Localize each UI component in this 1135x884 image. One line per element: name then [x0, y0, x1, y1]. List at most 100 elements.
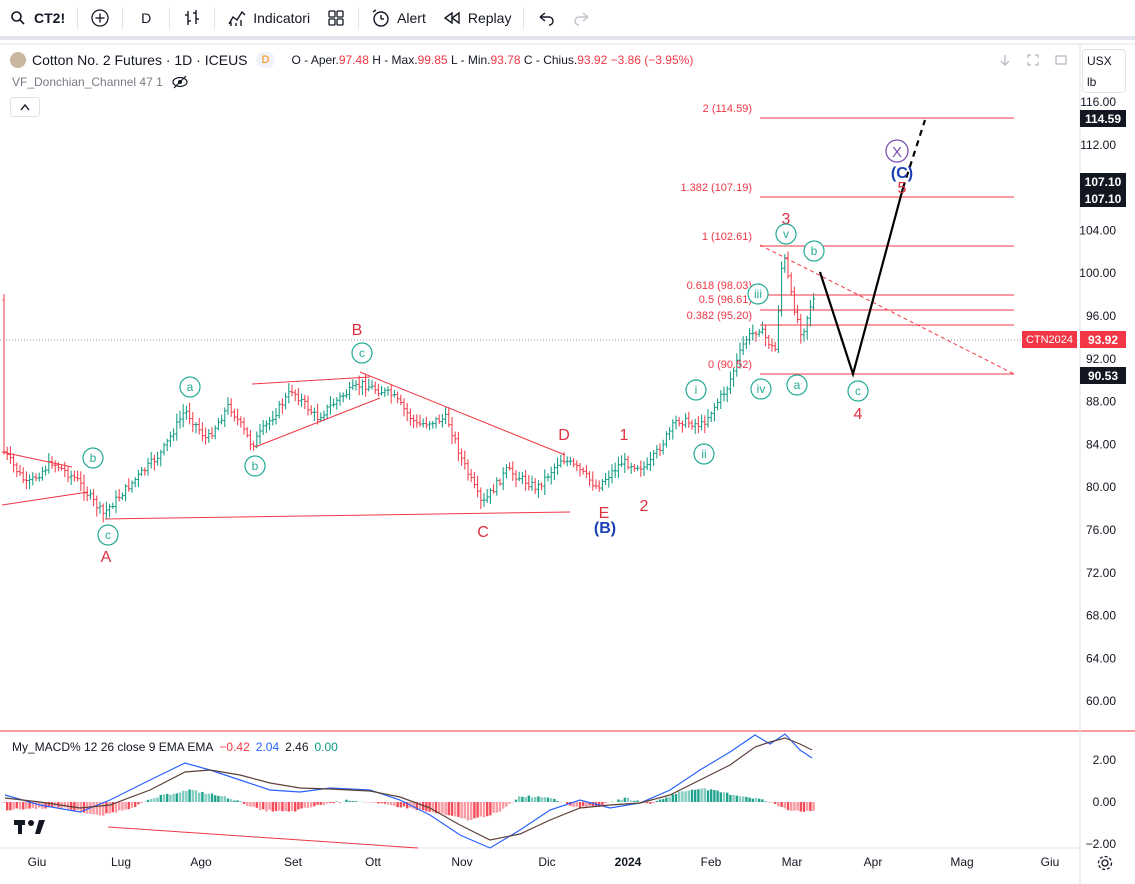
compare-button[interactable]: [82, 2, 118, 34]
macd-histogram-bar: [470, 802, 473, 820]
macd-histogram-bar: [370, 802, 374, 803]
collapse-legend-button[interactable]: [10, 97, 40, 117]
macd-histogram-bar: [178, 792, 182, 802]
replay-button[interactable]: Replay: [434, 2, 520, 34]
fib-label: 1 (102.61): [702, 231, 752, 243]
time-axis[interactable]: Giu Lug Ago Set Ott Nov Dic 2024 Feb Mar Apr Mag Giu: [28, 855, 1060, 869]
macd-histogram-bar: [486, 802, 489, 817]
currency-unit-selector[interactable]: USX lb: [1082, 49, 1126, 93]
trendline: [254, 397, 381, 448]
alert-button[interactable]: Alert: [363, 2, 434, 34]
macd-histogram-bar: [454, 802, 457, 817]
ohlc-bar: [536, 480, 540, 498]
ohlc-bar: [143, 467, 147, 476]
macd-histogram-bar: [697, 789, 700, 802]
ohlc-bar: [376, 383, 380, 397]
time-tick-label: Giu: [1041, 855, 1060, 869]
ohlc-bar: [111, 502, 115, 509]
macd-histogram-bar: [406, 802, 409, 809]
macd-histogram-bar: [159, 794, 162, 802]
macd-histogram-bar: [15, 802, 18, 809]
wave-label-E: E: [599, 505, 610, 522]
macd-axis[interactable]: 2.00 0.00 −2.00: [1086, 753, 1117, 851]
ohlc-bar: [492, 483, 496, 494]
separator: [77, 7, 79, 29]
macd-histogram-bar: [188, 789, 191, 802]
ohlc-bar: [184, 405, 188, 420]
eye-hidden-icon[interactable]: [171, 75, 189, 89]
macd-legend[interactable]: My_MACD% 12 26 close 9 EMA EMA −0.42 2.0…: [12, 740, 338, 754]
collapse-pane-button[interactable]: [1050, 50, 1072, 70]
ohlc-bar: [533, 478, 537, 495]
macd-histogram-bar: [716, 790, 719, 802]
ohlc-bar: [85, 486, 89, 502]
ohlc-bar: [24, 471, 28, 490]
ohlc-bar: [725, 386, 729, 403]
indicator-legend[interactable]: VF_Donchian_Channel 47 1: [12, 75, 189, 89]
interval-button[interactable]: D: [127, 2, 165, 34]
move-down-button[interactable]: [994, 50, 1016, 70]
macd-histogram-bar: [674, 794, 678, 802]
ohlc-bar: [335, 397, 339, 410]
maximize-pane-button[interactable]: [1022, 50, 1044, 70]
ohlc-bar: [645, 457, 649, 471]
price-bars: [2, 251, 816, 523]
macd-histogram-bar: [108, 802, 111, 814]
window-icon: [1055, 55, 1067, 65]
legend-title[interactable]: Cotton No. 2 Futures · 1D · ICEUS: [32, 52, 248, 68]
macd-histogram-bar: [649, 802, 652, 804]
ohlc-bar: [428, 421, 432, 431]
macd-histogram-bar: [399, 802, 402, 808]
ohlc-bar: [527, 474, 531, 491]
unit-label[interactable]: lb: [1087, 74, 1097, 89]
ohlc-bar: [399, 394, 403, 406]
svg-text:i: i: [695, 383, 698, 397]
svg-text:c: c: [105, 528, 111, 542]
macd-histogram-bar: [402, 802, 406, 807]
macd-histogram-bar: [226, 798, 230, 802]
ohlc-bar: [405, 403, 409, 422]
ohlc-bar: [210, 426, 214, 440]
trendline: [251, 376, 371, 385]
close-label: C - Chius.: [523, 53, 578, 67]
ohlc-bar: [140, 466, 144, 477]
macd-histogram-bar: [444, 802, 447, 816]
ohlc-bar: [328, 396, 332, 415]
macd-histogram-bar: [47, 802, 50, 808]
macd-histogram-bar: [585, 802, 588, 808]
ohlc-bar: [108, 503, 112, 518]
ohlc-bar: [159, 449, 163, 467]
indicators-button[interactable]: Indicatori: [219, 2, 318, 34]
chart-type-button[interactable]: [174, 2, 210, 34]
undo-button[interactable]: [528, 2, 564, 34]
time-tick-label: Set: [284, 855, 303, 869]
ohlc-bar: [418, 414, 422, 427]
redo-button[interactable]: [564, 2, 600, 34]
symbol-search-button[interactable]: CT2!: [0, 2, 73, 34]
trendline: [1, 451, 73, 468]
macd-histogram-bar: [543, 797, 546, 802]
ohlc-bar: [101, 503, 105, 523]
ohlc-bar: [501, 467, 505, 491]
ohlc-bar: [677, 416, 681, 427]
low-label: L - Min.: [450, 53, 491, 67]
ohlc-bar: [514, 469, 518, 488]
ohlc-bar: [373, 381, 377, 394]
wave-label-B-blue: (B): [594, 520, 616, 537]
macd-histogram-bar: [255, 802, 258, 808]
macd-histogram-bar: [489, 802, 492, 816]
macd-histogram-bar: [201, 791, 204, 802]
ohlc-bar: [252, 441, 256, 451]
ohlc-bar: [431, 420, 435, 429]
ohlc-bar: [655, 445, 659, 459]
macd-histogram-bar: [742, 796, 745, 802]
macd-histogram-bar: [249, 802, 252, 807]
macd-histogram-bar: [182, 790, 185, 802]
gear-icon[interactable]: [1096, 854, 1114, 872]
layouts-button[interactable]: [318, 2, 354, 34]
open-label: O - Aper.: [291, 53, 339, 67]
ohlc-bar: [738, 342, 742, 369]
currency-code[interactable]: USX: [1087, 53, 1112, 68]
ohlc-bar: [351, 379, 355, 391]
macd-histogram-bar: [678, 791, 681, 802]
